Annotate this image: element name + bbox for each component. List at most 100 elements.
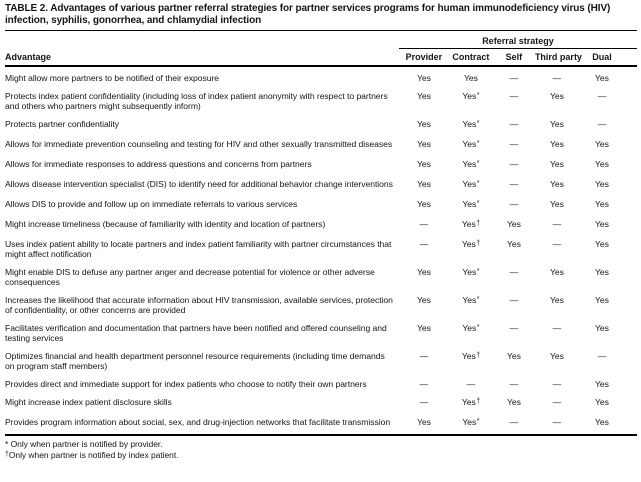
dagger-marker: † (476, 220, 481, 227)
value-cell: Yes (417, 119, 431, 129)
advantage-cell: Allows DIS to provide and follow up on i… (5, 199, 298, 209)
value-cell: Yes (417, 323, 431, 333)
footnote-dagger: †Only when partner is notified by index … (5, 450, 637, 462)
asterisk-marker: * (476, 160, 480, 167)
value-cell: Yes (595, 397, 609, 407)
dagger-marker: † (476, 398, 481, 405)
value-cell: Yes (595, 73, 609, 83)
asterisk-marker: * (476, 120, 480, 127)
table-header: Referral strategy Advantage Provider Con… (5, 31, 637, 67)
value-cell: — (419, 351, 429, 361)
value-cell: — (552, 323, 562, 333)
value-cell: Yes (595, 199, 609, 209)
footnote-asterisk: * Only when partner is notified by provi… (5, 439, 637, 450)
asterisk-marker: * (5, 439, 9, 449)
value-cell: Yes (578, 417, 637, 436)
value-cell: Yes† (461, 397, 481, 407)
value-cell: Yes (550, 139, 564, 149)
value-cell: — (509, 179, 519, 189)
value-cell: Yes (550, 351, 564, 361)
dagger-marker: † (476, 240, 481, 247)
group-header-spacer (5, 31, 399, 49)
value-cell: Yes (507, 397, 521, 407)
value-cell: — (419, 379, 429, 389)
asterisk-marker: * (476, 140, 480, 147)
table-row: Protects index patient confidentiality (… (5, 91, 637, 119)
value-cell: — (552, 73, 562, 83)
advantage-cell: Allows for immediate responses to addres… (5, 159, 312, 169)
value-cell: Yes (550, 119, 564, 129)
value-cell: Yes (595, 179, 609, 189)
value-cell: — (492, 417, 535, 436)
advantage-cell: Allows for immediate prevention counseli… (5, 139, 393, 149)
table-row: Increases the likelihood that accurate i… (5, 295, 637, 323)
table-row: Might enable DIS to defuse any partner a… (5, 267, 637, 295)
value-cell: — (466, 379, 476, 389)
value-cell: Yes (417, 295, 431, 305)
value-cell: — (509, 139, 519, 149)
advantage-cell: Might allow more partners to be notified… (5, 73, 219, 83)
column-header-contract: Contract (448, 48, 493, 67)
value-cell: — (419, 397, 429, 407)
dagger-marker: † (476, 352, 481, 359)
value-cell: Yes† (461, 219, 481, 229)
footnotes: * Only when partner is notified by provi… (5, 436, 637, 462)
group-header-referral-strategy: Referral strategy (398, 31, 637, 49)
value-cell: — (419, 239, 429, 249)
asterisk-marker: * (476, 296, 480, 303)
value-cell: Yes (595, 379, 609, 389)
value-cell: Yes (550, 295, 564, 305)
value-cell: — (534, 417, 579, 436)
table-body: Might allow more partners to be notified… (5, 66, 637, 436)
referral-strategies-table: Referral strategy Advantage Provider Con… (5, 31, 637, 436)
value-cell: — (419, 219, 429, 229)
value-cell: Yes* (462, 179, 480, 189)
column-header-dual: Dual (578, 48, 637, 67)
column-header-self: Self (492, 48, 535, 67)
value-cell: — (509, 73, 519, 83)
value-cell: — (552, 239, 562, 249)
value-cell: Yes (595, 159, 609, 169)
value-cell: Yes* (462, 119, 480, 129)
advantage-cell: Increases the likelihood that accurate i… (5, 295, 393, 315)
advantage-cell: Provides program information about socia… (5, 417, 399, 436)
value-cell: Yes* (462, 199, 480, 209)
column-header-provider: Provider (398, 48, 449, 67)
value-cell: — (597, 119, 607, 129)
table-row: Protects partner confidentiality Yes Yes* —… (5, 119, 637, 139)
value-cell: — (509, 323, 519, 333)
group-header-row: Referral strategy (5, 31, 637, 49)
value-cell: Yes (417, 139, 431, 149)
table-title: TABLE 2. Advantages of various partner r… (5, 3, 637, 31)
value-cell: — (552, 397, 562, 407)
asterisk-marker: * (476, 200, 480, 207)
table-row: Uses index patient ability to locate par… (5, 239, 637, 267)
value-cell: Yes* (462, 91, 480, 101)
value-cell: — (509, 159, 519, 169)
value-cell: Yes (595, 323, 609, 333)
footnote-asterisk-text: Only when partner is notified by provide… (10, 439, 163, 449)
table-row: Provides direct and immediate support fo… (5, 379, 637, 397)
value-cell: Yes (417, 179, 431, 189)
asterisk-marker: * (476, 92, 480, 99)
table-row: Allows for immediate responses to addres… (5, 159, 637, 179)
value-cell: Yes (417, 199, 431, 209)
asterisk-marker: * (476, 180, 480, 187)
value-cell: Yes* (462, 295, 480, 305)
table-row: Facilitates verification and documentati… (5, 323, 637, 351)
value-cell: Yes (550, 91, 564, 101)
advantage-cell: Might increase index patient disclosure … (5, 397, 172, 407)
table-row: Provides program information about socia… (5, 417, 637, 436)
table-row: Might increase index patient disclosure … (5, 397, 637, 417)
value-cell: — (597, 91, 607, 101)
value-cell: — (509, 91, 519, 101)
value-cell: — (552, 219, 562, 229)
advantage-cell: Provides direct and immediate support fo… (5, 379, 367, 389)
value-cell: Yes (507, 351, 521, 361)
table-row: Might allow more partners to be notified… (5, 66, 637, 91)
value-cell: Yes (507, 219, 521, 229)
value-cell: — (552, 379, 562, 389)
footnote-dagger-text: Only when partner is notified by index p… (8, 450, 179, 460)
value-cell: Yes (417, 267, 431, 277)
value-cell: — (509, 379, 519, 389)
